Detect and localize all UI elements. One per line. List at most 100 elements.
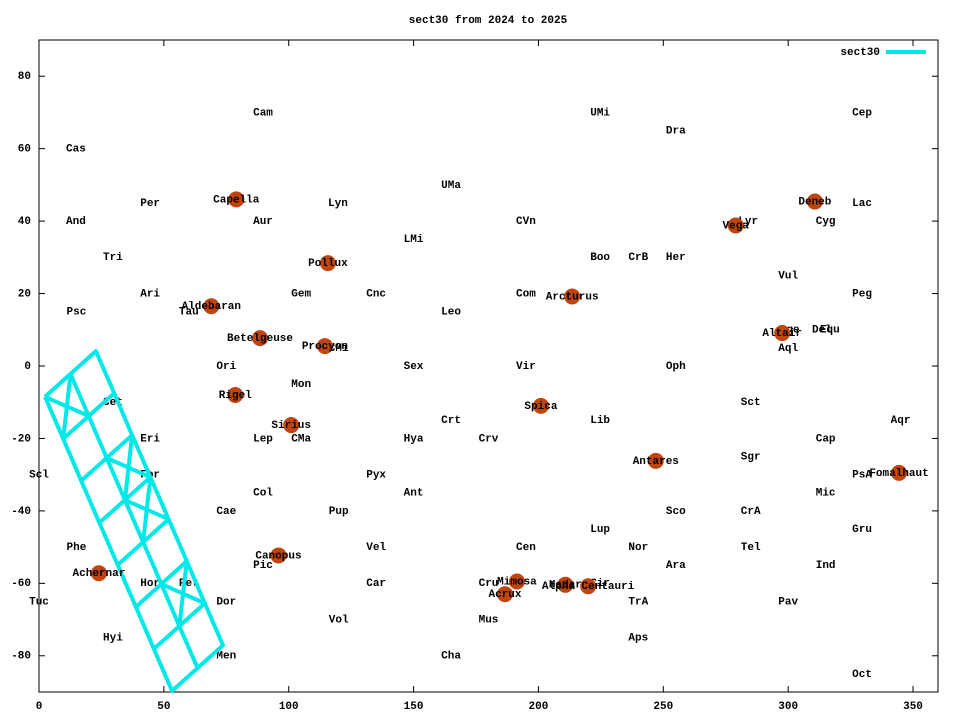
star <box>564 288 581 305</box>
constellation-label: Lup <box>590 524 610 536</box>
x-tick-label: 150 <box>404 701 424 713</box>
star <box>806 193 823 210</box>
constellation-label: Tuc <box>29 596 49 608</box>
constellation-label: Pyx <box>366 470 386 482</box>
constellation-label: Hya <box>404 433 424 445</box>
constellation-label: Ind <box>816 560 836 572</box>
constellation-label: Mon <box>291 379 311 391</box>
star <box>647 452 664 469</box>
constellation-label: Crt <box>441 415 461 427</box>
constellation-label: Crv <box>479 433 499 445</box>
constellation-label: Nor <box>628 542 648 554</box>
constellation-label: Cas <box>66 144 86 156</box>
legend-label: sect30 <box>840 47 880 59</box>
constellation-label: Dra <box>666 125 686 137</box>
constellation-label: Cnc <box>366 288 386 300</box>
star <box>508 573 525 590</box>
star <box>316 338 333 355</box>
constellation-label: CVn <box>516 216 536 228</box>
star-label: Alpha Centauri <box>542 581 635 593</box>
constellation-label: Cep <box>852 107 872 119</box>
star-label: Hadar <box>549 580 582 592</box>
star <box>891 464 908 481</box>
star-label: Acrux <box>488 589 521 601</box>
constellation-label: Ant <box>404 488 424 500</box>
y-tick-label: 40 <box>18 216 31 228</box>
constellation-label: Tau <box>179 307 199 319</box>
constellation-label: Lyn <box>328 198 348 210</box>
x-tick-label: 350 <box>903 701 923 713</box>
y-tick-label: 80 <box>18 71 31 83</box>
constellation-label: Pav <box>778 596 798 608</box>
constellation-label: Ara <box>666 560 686 572</box>
star-label: Altair <box>762 328 802 340</box>
constellation-label: Vol <box>329 614 349 626</box>
star-label: Betelgeuse <box>227 333 293 345</box>
star-label: Fomalhaut <box>869 468 928 480</box>
star-label: Vega <box>723 220 750 232</box>
constellation-label: Vel <box>366 542 386 554</box>
constellation-label: Phe <box>67 542 87 554</box>
star <box>270 547 287 564</box>
constellation-label: Oct <box>852 669 872 681</box>
x-tick-label: 0 <box>36 701 43 713</box>
star <box>252 330 269 347</box>
constellation-label: Cam <box>253 107 273 119</box>
constellation-label: Mic <box>816 488 836 500</box>
constellation-label: Sex <box>404 361 424 373</box>
constellation-label: LMi <box>404 234 424 246</box>
constellation-label: Pic <box>253 560 273 572</box>
star-label: Procyon <box>302 341 348 353</box>
constellation-label: CMi <box>329 343 349 355</box>
star-label: Sirius <box>271 420 311 432</box>
star <box>283 417 300 434</box>
star <box>227 386 244 403</box>
star-label: Spica <box>524 401 557 413</box>
x-tick-label: 100 <box>279 701 299 713</box>
constellation-label: Com <box>516 288 536 300</box>
constellation-label: And <box>66 216 86 228</box>
constellation-label: Cap <box>816 433 836 445</box>
constellation-label: Ari <box>140 288 160 300</box>
constellation-label: Boo <box>590 252 610 264</box>
y-tick-label: -60 <box>11 578 31 590</box>
constellation-label: Vul <box>778 270 798 282</box>
constellation-label: PsA <box>852 470 872 482</box>
star <box>90 565 107 582</box>
star <box>580 578 597 595</box>
constellation-label: Mus <box>479 614 499 626</box>
y-tick-label: 60 <box>18 144 31 156</box>
star <box>496 586 513 603</box>
constellation-label: CMa <box>291 433 311 445</box>
constellation-label: Equ <box>820 325 840 337</box>
constellation-label: Aps <box>628 633 648 645</box>
star <box>532 397 549 414</box>
x-tick-label: 250 <box>653 701 673 713</box>
constellation-label: Tel <box>741 542 761 554</box>
constellation-label: UMi <box>590 107 610 119</box>
constellation-label: Per <box>140 198 160 210</box>
constellation-label: Aql <box>778 343 798 355</box>
constellation-label: Oph <box>666 361 686 373</box>
star-label: Aldebaran <box>182 301 241 313</box>
constellation-label: Cru <box>479 578 499 590</box>
constellation-label: Lac <box>852 198 872 210</box>
constellation-label: Gem <box>291 288 311 300</box>
x-tick-label: 300 <box>778 701 798 713</box>
constellation-label: Cha <box>441 651 461 663</box>
constellation-label: Dor <box>216 596 236 608</box>
y-tick-label: 0 <box>24 361 31 373</box>
constellation-label: CrB <box>628 252 648 264</box>
constellation-label: Aur <box>253 216 273 228</box>
constellation-label: Tri <box>103 252 123 264</box>
star-label: Canopus <box>255 550 301 562</box>
constellation-label: Gru <box>852 524 872 536</box>
star-label: Pollux <box>308 258 348 270</box>
constellation-label: Eri <box>140 433 160 445</box>
constellation-label: Scl <box>29 470 49 482</box>
constellation-label: Her <box>666 252 686 264</box>
constellation-label: Del <box>812 325 832 337</box>
x-tick-label: 50 <box>157 701 170 713</box>
